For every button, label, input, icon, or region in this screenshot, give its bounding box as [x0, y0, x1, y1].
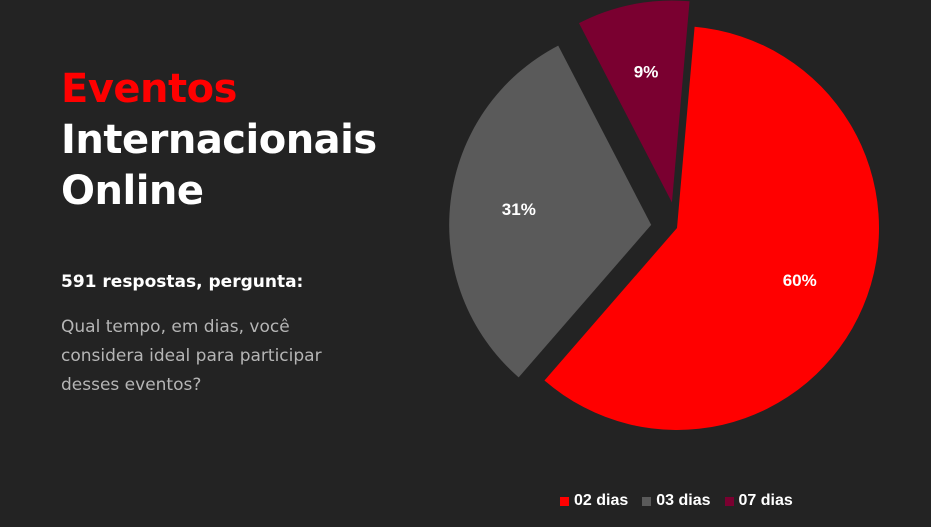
legend-swatch — [642, 496, 652, 506]
legend-item-03-dias: 03 dias — [642, 492, 711, 510]
title-line-3: Online — [61, 168, 204, 214]
pie-slice-02-dias — [544, 26, 879, 431]
legend-label: 03 dias — [656, 492, 711, 509]
legend-item-07-dias: 07 dias — [724, 492, 793, 510]
question-text: Qual tempo, em dias, você considera idea… — [61, 317, 322, 395]
legend-label: 07 dias — [738, 492, 793, 509]
legend-swatch — [560, 496, 569, 506]
title-line-2: Internacionais — [61, 117, 377, 163]
title-line-1: Eventos — [61, 66, 237, 112]
pie-chart: 60% 31% 9% — [449, 0, 879, 431]
title-block: Eventos Internacionais Online — [61, 64, 421, 217]
legend-swatch — [724, 496, 734, 506]
chart-legend: 02 dias 03 dias 07 dias — [560, 492, 793, 510]
legend-label: 02 dias — [574, 492, 629, 509]
pie-slice-07-dias — [578, 0, 690, 203]
pie-data-label: 9% — [634, 63, 659, 82]
pie-slice-03-dias — [449, 45, 652, 378]
responses-count: 591 respostas, pergunta: — [61, 272, 304, 292]
legend-item-02-dias: 02 dias — [560, 492, 628, 510]
pie-data-label: 31% — [502, 200, 536, 219]
pie-data-label: 60% — [783, 271, 817, 290]
